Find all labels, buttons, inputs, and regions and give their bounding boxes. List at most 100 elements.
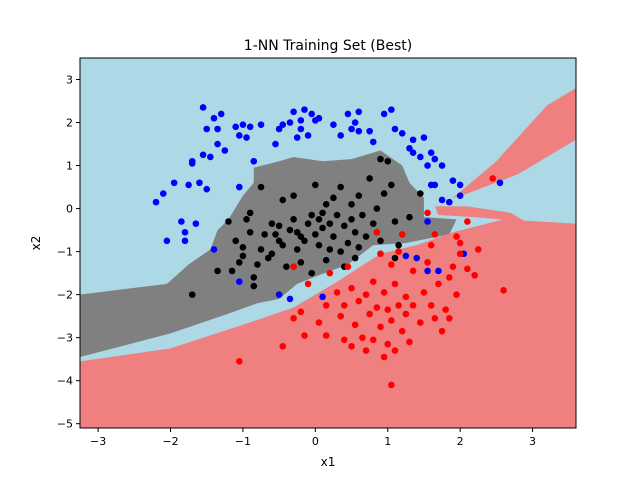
x-tick-label: −3 [90,435,106,448]
point-series-3 [388,261,395,268]
point-series-2 [214,267,221,275]
point-series-3 [290,263,297,270]
x-tick-label: 3 [529,435,536,448]
point-series-3 [464,218,471,225]
x-axis-label: x1 [321,455,336,469]
point-series-1 [319,293,326,301]
point-series-2 [261,231,268,238]
decision-regions [80,58,576,428]
point-series-1 [417,153,424,161]
point-series-2 [293,228,301,236]
point-series-1 [250,157,258,165]
point-series-2 [246,228,254,236]
point-series-2 [322,256,330,264]
point-series-1 [181,228,189,236]
point-series-3 [435,280,442,288]
y-tick-label: −2 [57,289,73,302]
point-series-1 [424,162,431,169]
point-series-2 [257,246,265,253]
point-series-1 [214,125,221,133]
point-series-2 [308,269,316,277]
point-series-3 [438,327,446,335]
point-series-3 [402,310,410,318]
point-series-3 [380,289,388,296]
point-series-2 [351,254,359,262]
point-series-3 [391,347,399,354]
point-series-2 [391,254,399,262]
point-series-2 [330,194,337,202]
point-series-2 [308,211,316,219]
point-series-1 [409,136,417,144]
point-series-2 [359,211,366,219]
point-series-1 [203,185,211,193]
point-series-2 [340,222,348,230]
point-series-3 [471,271,478,279]
y-tick-label: −1 [57,246,73,259]
point-series-1 [286,119,294,126]
point-series-1 [431,181,439,189]
point-series-2 [290,192,297,199]
point-series-2 [297,233,305,240]
point-series-1 [272,140,279,148]
point-series-1 [275,291,283,298]
point-series-1 [348,125,355,133]
point-series-3 [290,314,297,322]
point-series-1 [257,121,265,128]
point-series-2 [286,226,294,234]
point-series-3 [315,319,323,326]
region-black [80,150,457,358]
region-red [80,219,576,428]
point-series-2 [246,209,254,217]
point-series-3 [500,287,507,294]
x-tick-label: −1 [235,435,251,448]
y-tick-label: 3 [66,74,73,87]
point-series-2 [312,231,319,238]
point-series-1 [243,134,250,141]
point-series-2 [275,222,283,230]
point-series-1 [456,192,464,199]
point-series-1 [344,110,352,118]
point-series-1 [438,196,446,204]
point-series-1 [199,104,207,111]
point-series-2 [272,231,279,238]
point-series-3 [301,332,308,339]
point-series-3 [409,302,417,309]
point-series-2 [290,216,297,223]
point-series-3 [362,347,370,354]
point-series-3 [369,278,377,286]
point-series-2 [275,237,283,245]
point-series-3 [424,209,431,217]
point-series-1 [351,119,359,126]
point-series-2 [355,192,363,199]
point-series-3 [322,302,330,309]
point-series-2 [279,241,287,249]
point-series-2 [377,155,384,163]
x-tick-label: 2 [457,435,464,448]
point-series-2 [315,216,323,223]
y-tick-label: 0 [66,203,73,216]
point-series-2 [250,274,258,281]
point-series-1 [420,134,428,141]
point-series-3 [362,291,370,298]
point-series-1 [388,106,395,113]
point-series-3 [351,321,359,329]
point-series-3 [420,289,428,296]
point-series-3 [348,284,355,292]
point-series-2 [337,183,344,191]
point-series-1 [290,108,297,116]
point-series-3 [406,338,413,346]
point-series-2 [366,175,373,182]
y-tick-label: 1 [66,160,73,173]
point-series-2 [301,237,308,245]
point-series-1 [409,149,417,156]
point-series-1 [330,121,337,128]
point-series-1 [235,278,243,286]
point-series-3 [402,293,410,301]
point-series-1 [232,123,239,131]
point-series-2 [250,282,258,290]
point-series-3 [380,353,388,361]
point-series-1 [315,114,323,122]
point-series-1 [402,252,410,260]
point-series-3 [326,269,334,277]
point-series-3 [442,306,449,313]
